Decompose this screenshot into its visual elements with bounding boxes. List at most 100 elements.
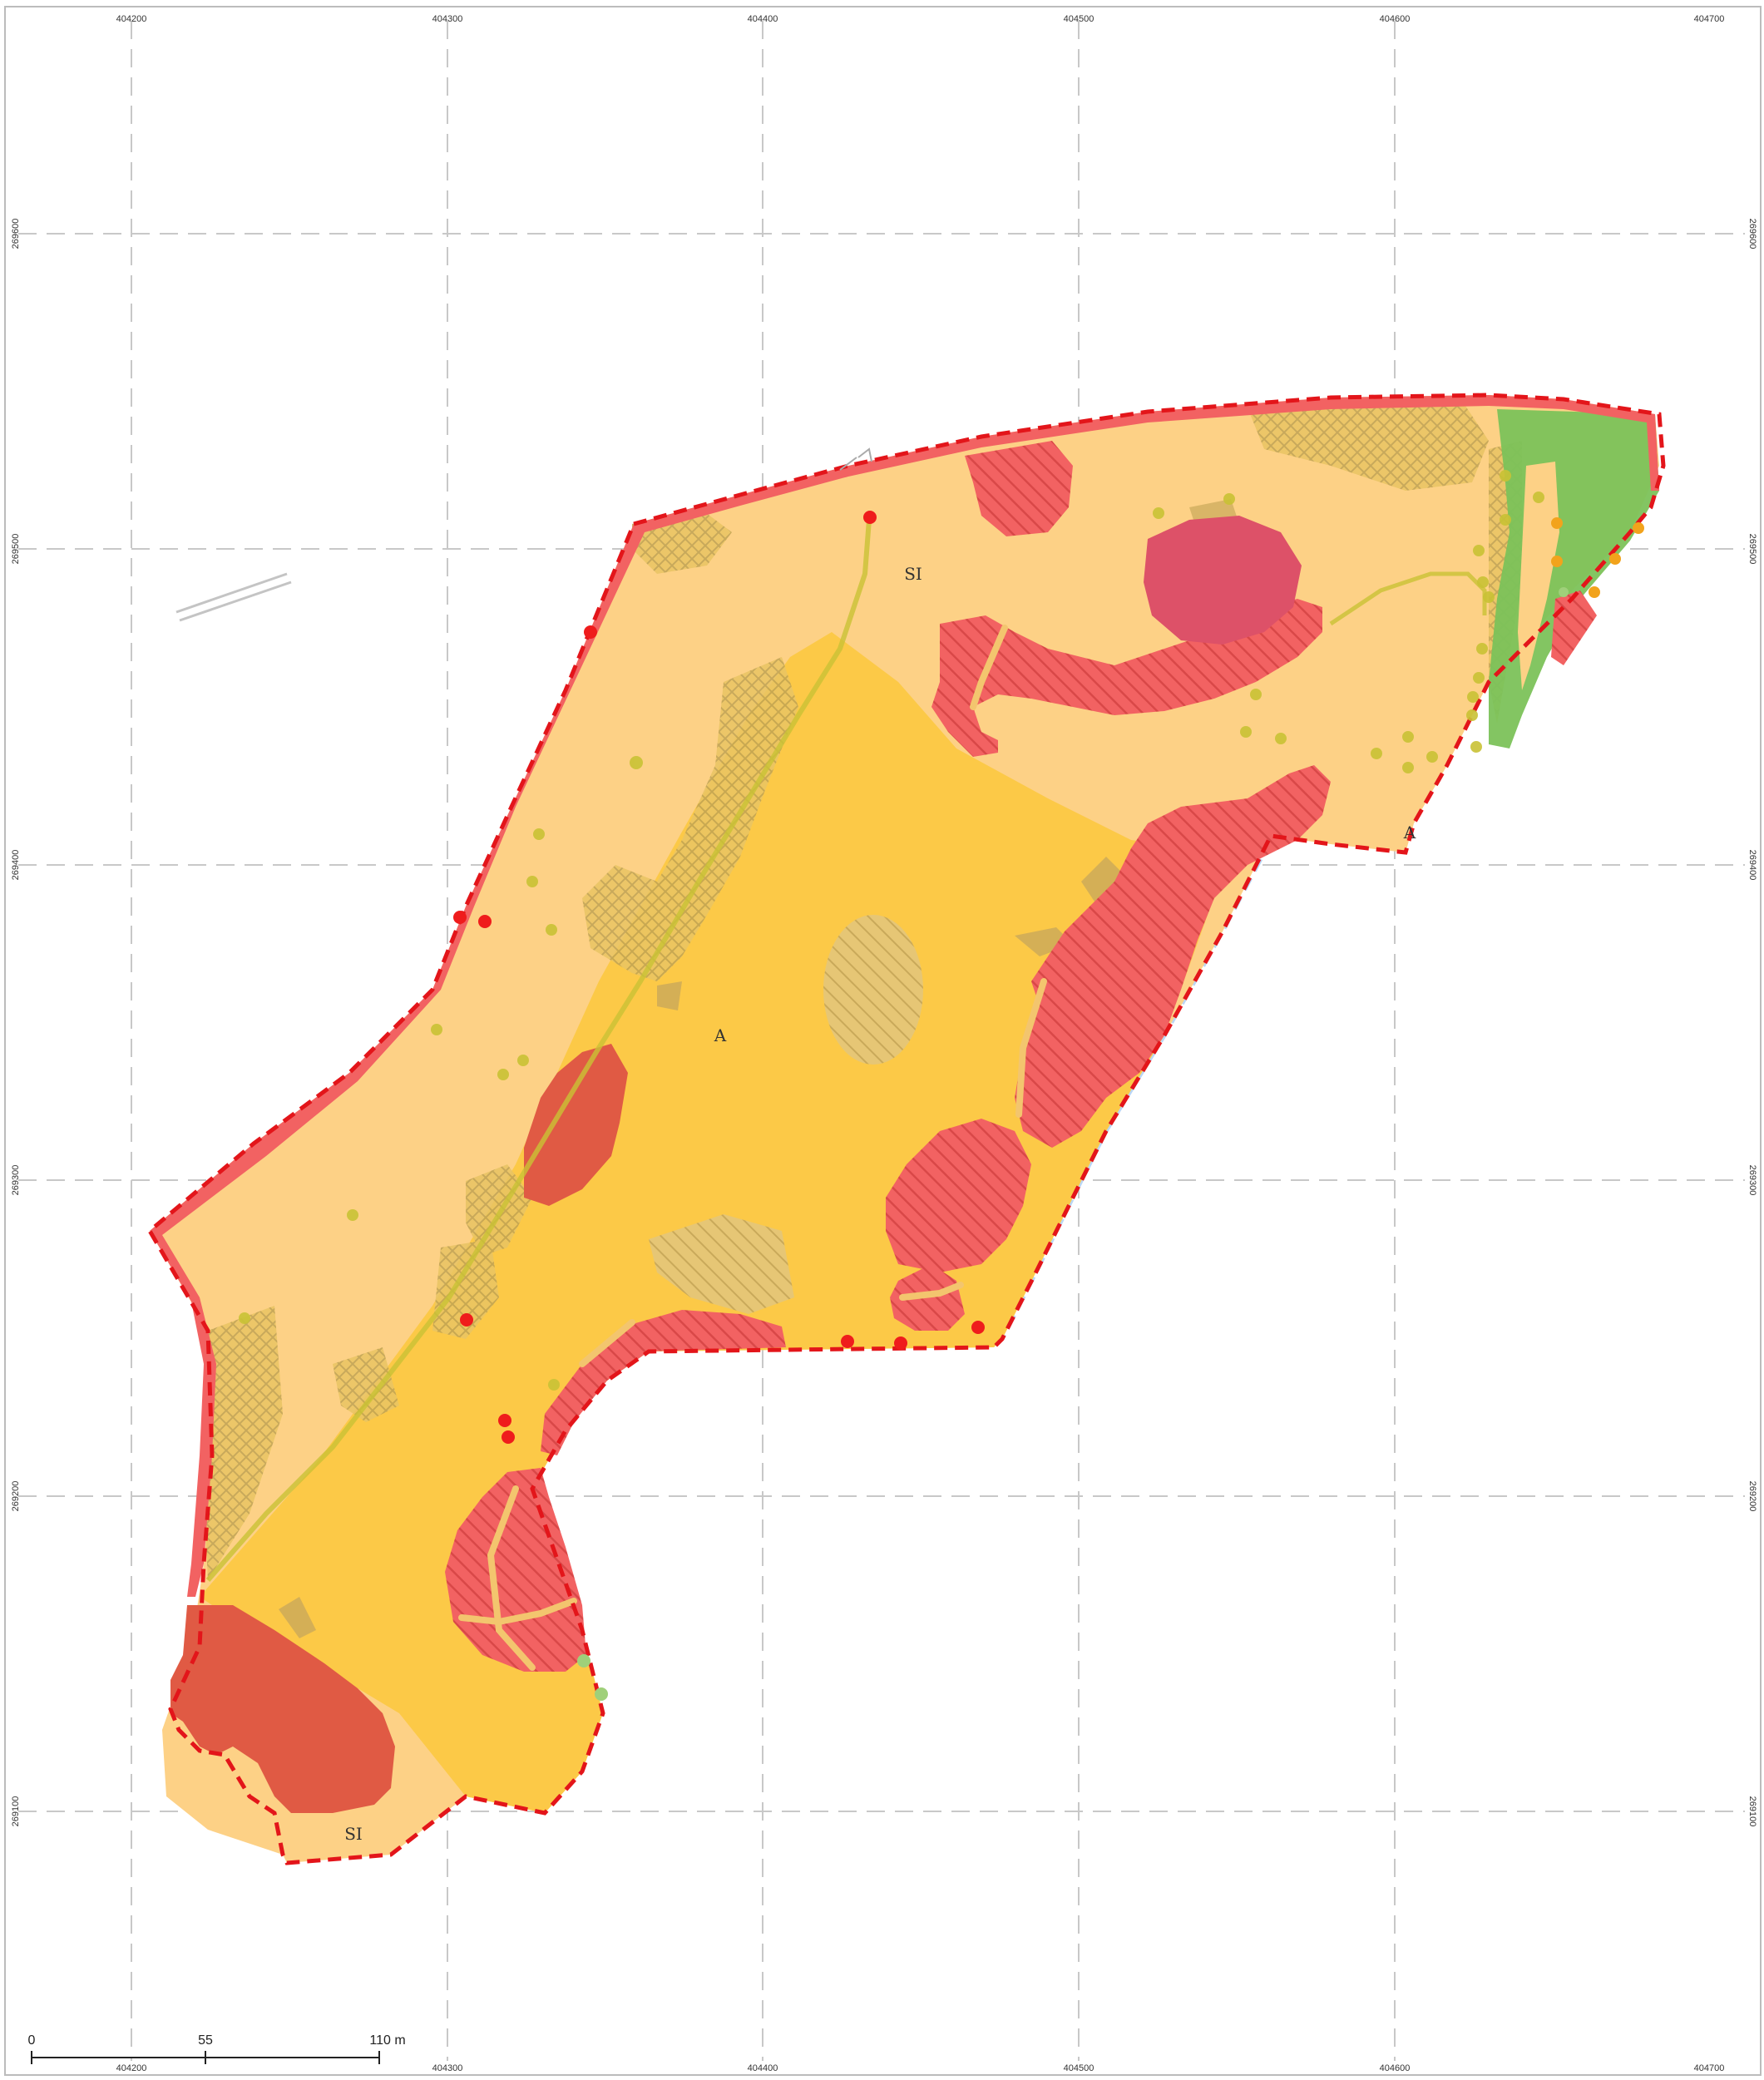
northing-label: 269400: [11, 850, 21, 881]
scale-bar-label-end: 110 m: [369, 2033, 405, 2048]
tree-icon: [1551, 556, 1563, 567]
tree-icon: [1483, 591, 1495, 603]
easting-labels-top: 404200 404300 404400 404500 404600 40470…: [116, 14, 1725, 24]
tree-icon: [1466, 709, 1478, 721]
northing-label: 269600: [11, 219, 21, 250]
beige-hatch-zone: [649, 1214, 794, 1314]
easting-label: 404300: [432, 14, 463, 24]
zone-label-si-north: SI: [904, 564, 922, 584]
gate-marker-icon: [839, 447, 872, 471]
northing-label: 269500: [11, 534, 21, 565]
tree-icon: [548, 1379, 560, 1391]
tree-icon: [1402, 762, 1414, 773]
northing-label: 269400: [1747, 850, 1757, 881]
tree-icon: [1467, 691, 1479, 703]
easting-label: 404200: [116, 14, 147, 24]
tree-icon: [1609, 553, 1621, 565]
northing-label: 269200: [1747, 1481, 1757, 1512]
crosshatch-zone: [333, 1347, 399, 1422]
northing-label: 269200: [11, 1481, 21, 1512]
red-point-marker: [841, 1335, 854, 1348]
tree-icon: [239, 1312, 250, 1324]
crosshatch-zone: [1248, 399, 1489, 491]
easting-label: 404600: [1380, 2063, 1411, 2073]
red-point-marker: [971, 1321, 985, 1334]
tree-icon: [630, 756, 643, 769]
crosshatch-zones: [204, 399, 1522, 1580]
hatched-red-zone: [965, 441, 1073, 536]
crosshatch-zone: [204, 1306, 283, 1580]
easting-label: 404700: [1694, 14, 1725, 24]
tree-icon: [497, 1069, 509, 1080]
trees-olive: [239, 470, 1544, 1391]
beige-hatch-zone: [279, 1597, 316, 1638]
tree-icon: [1589, 586, 1600, 598]
northing-label: 269300: [11, 1165, 21, 1196]
solid-red-zone: [524, 1044, 628, 1206]
scale-bar: 0 55 110 m: [28, 2033, 406, 2064]
northing-label: 269500: [1747, 534, 1757, 565]
red-point-marker: [460, 1313, 473, 1327]
tree-icon: [1476, 643, 1488, 655]
zone-label-si-south: SI: [344, 1824, 363, 1844]
easting-label: 404700: [1694, 2063, 1725, 2073]
zone-label-a-center: A: [714, 1025, 727, 1045]
red-point-markers: [453, 511, 985, 1444]
red-point-marker: [584, 625, 597, 639]
tree-icon: [1153, 507, 1164, 519]
red-point-marker: [502, 1430, 515, 1444]
easting-label: 404500: [1064, 14, 1094, 24]
red-point-marker: [894, 1336, 907, 1350]
tree-icon: [1551, 517, 1563, 529]
tree-icon: [1240, 726, 1252, 738]
crimson-zone: [1144, 516, 1302, 645]
beige-hatch-zone: [1081, 857, 1123, 907]
zone-label-a-east: A: [1403, 823, 1416, 842]
trees-green: [577, 587, 1569, 1701]
northing-labels-right: 269600 269500 269400 269300 269200 26910…: [1747, 219, 1757, 1827]
solid-red-zones: [170, 1044, 628, 1813]
easting-label: 404400: [748, 14, 778, 24]
beige-hatch-zone: [823, 915, 923, 1065]
tree-icon: [347, 1209, 358, 1221]
tree-icon: [1275, 733, 1287, 744]
tree-icon: [1250, 689, 1262, 700]
tree-icon: [1473, 545, 1485, 556]
tree-icon: [533, 828, 545, 840]
tree-icon: [1559, 587, 1569, 597]
easting-labels-bottom: 404200 404300 404400 404500 404600 40470…: [116, 2063, 1725, 2073]
easting-label: 404400: [748, 2063, 778, 2073]
solid-red-zone: [170, 1605, 395, 1813]
red-point-marker: [863, 511, 877, 524]
tree-icon: [595, 1687, 608, 1701]
easting-label: 404500: [1064, 2063, 1094, 2073]
northing-label: 269100: [1747, 1796, 1757, 1827]
tree-icon: [526, 876, 538, 887]
tree-icon: [1500, 470, 1511, 482]
tree-icon: [1633, 522, 1644, 534]
tree-icon: [546, 924, 557, 936]
tree-icon: [1371, 748, 1382, 759]
crosshatch-zone: [432, 1239, 499, 1339]
footpath-line: [205, 519, 872, 1582]
red-point-marker: [498, 1414, 511, 1427]
northing-label: 269300: [1747, 1165, 1757, 1196]
tree-icon: [1426, 751, 1438, 763]
tree-icon: [1477, 576, 1489, 588]
red-point-marker: [478, 915, 492, 928]
red-point-marker: [453, 911, 467, 924]
external-feature-lines: [175, 572, 292, 622]
green-zone-inner-light: [1518, 462, 1559, 690]
northing-label: 269100: [11, 1796, 21, 1827]
crosshatch-zone: [582, 657, 798, 981]
tree-icon: [1223, 493, 1235, 505]
easting-label: 404200: [116, 2063, 147, 2073]
easting-label: 404600: [1380, 14, 1411, 24]
scale-bar-label-zero: 0: [28, 2033, 36, 2048]
hatched-red-zone: [886, 1119, 1031, 1272]
tree-icon: [1533, 492, 1544, 503]
beige-hatch-zone: [657, 981, 682, 1010]
scale-bar-label-mid: 55: [198, 2033, 213, 2048]
tree-icon: [1473, 672, 1485, 684]
easting-label: 404300: [432, 2063, 463, 2073]
